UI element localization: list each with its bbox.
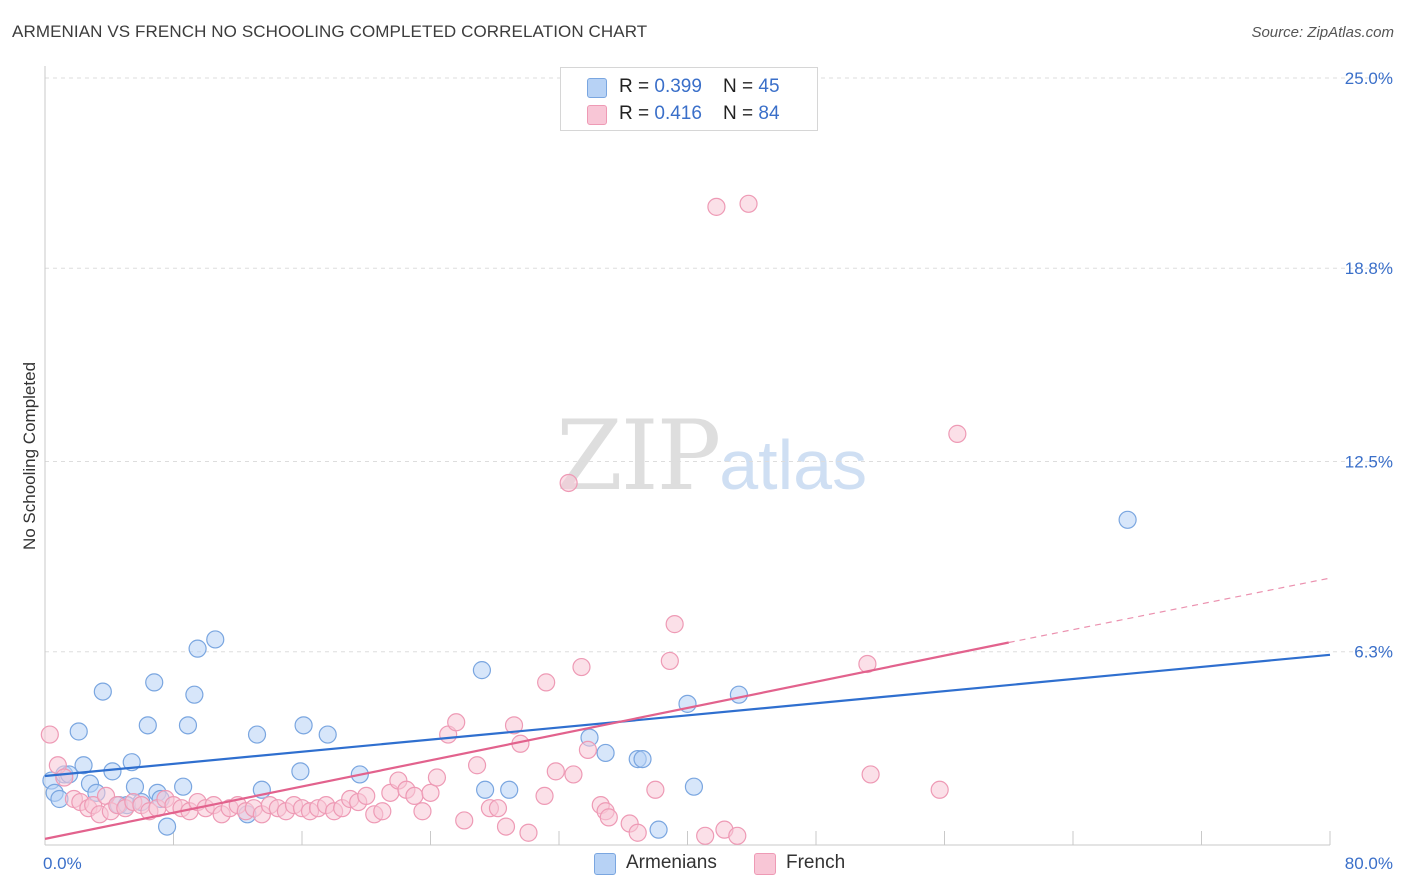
- legend-label-french: French: [786, 852, 846, 873]
- french-point: [373, 802, 392, 821]
- french-point: [504, 716, 524, 735]
- y-axis-label: No Schooling Completed: [20, 362, 39, 550]
- tick-labels: 6.3% 12.5% 18.8% 25.0% 0.0% 80.0%: [43, 69, 1393, 873]
- chart-title: ARMENIAN VS FRENCH NO SCHOOLING COMPLETE…: [12, 22, 648, 41]
- armenian-point: [633, 749, 652, 769]
- legend-label-armenians: Armenians: [626, 852, 717, 873]
- armenian-point: [476, 780, 495, 799]
- armenian-point: [247, 725, 267, 744]
- armenian-point: [138, 716, 157, 735]
- r-value: 0.416: [654, 103, 702, 124]
- french-point: [496, 817, 516, 836]
- french-point: [728, 826, 747, 845]
- armenian-point: [178, 716, 198, 735]
- legend-swatch-french: [754, 853, 776, 875]
- french-point: [405, 786, 424, 806]
- french-point: [537, 673, 556, 692]
- r-label: R =: [619, 103, 655, 124]
- legend-stats-french: R = 0.416 N = 84: [619, 103, 780, 125]
- french-point: [427, 768, 447, 787]
- y-tick-label: 6.3%: [1354, 643, 1393, 662]
- n-value: 45: [758, 76, 780, 97]
- points-layer: [40, 194, 1137, 845]
- armenian-point: [157, 817, 177, 836]
- french-point: [519, 823, 538, 842]
- armenian-point: [103, 762, 122, 781]
- watermark: ZIPatlas: [556, 400, 867, 512]
- french-point: [578, 740, 598, 759]
- armenian-point: [188, 639, 207, 658]
- axes: [44, 66, 1331, 846]
- armenian-point: [93, 682, 112, 701]
- grid: [45, 77, 1392, 653]
- french-point: [421, 783, 440, 802]
- french-point: [948, 424, 967, 443]
- armenian-point: [206, 630, 225, 649]
- armenian-point: [649, 820, 668, 839]
- armenian-point: [472, 661, 491, 680]
- armenian-point: [500, 780, 519, 799]
- correlation-legend: R = 0.399 N = 45 R = 0.416 N = 84: [560, 67, 818, 131]
- y-tick-label: 12.5%: [1345, 453, 1393, 472]
- legend-swatch-french: [587, 105, 607, 125]
- armenian-point: [74, 756, 93, 775]
- french-point: [707, 197, 726, 216]
- french-point: [413, 802, 432, 821]
- legend-stats-armenians: R = 0.399 N = 45: [619, 76, 780, 98]
- armenian-point: [185, 685, 204, 704]
- y-tick-label: 25.0%: [1345, 69, 1393, 88]
- armenian-point: [684, 777, 704, 796]
- french-point: [559, 473, 578, 493]
- legend-swatch-armenians: [594, 853, 616, 875]
- french-point: [696, 826, 715, 845]
- armenian-point: [69, 722, 88, 741]
- french-point: [646, 780, 665, 799]
- armenian-point: [729, 685, 749, 704]
- french-point: [488, 799, 508, 818]
- french-point: [40, 725, 59, 744]
- french-point: [564, 765, 583, 784]
- french-point: [660, 651, 679, 671]
- armenian-point: [596, 743, 615, 763]
- french-point: [546, 762, 565, 781]
- french-point: [357, 786, 376, 806]
- n-value: 84: [758, 103, 780, 124]
- y-tick-label: 18.8%: [1345, 259, 1393, 278]
- french-point: [572, 657, 591, 677]
- x-tick-label: 0.0%: [43, 854, 82, 873]
- french-point: [930, 780, 949, 799]
- french-point: [599, 808, 618, 827]
- french-trend-extension: [1008, 577, 1331, 644]
- french-point: [739, 194, 758, 213]
- armenian-point: [125, 777, 145, 796]
- x-tick-label: 80.0%: [1345, 854, 1393, 873]
- trend-lines: [44, 577, 1331, 840]
- french-point: [455, 811, 474, 830]
- n-label: N =: [723, 103, 759, 124]
- french-trend-line: [44, 641, 1009, 840]
- french-point: [861, 765, 880, 784]
- french-point: [447, 713, 466, 732]
- armenian-point: [174, 777, 193, 796]
- french-point: [628, 823, 647, 842]
- armenian-point: [294, 716, 313, 735]
- n-label: N =: [723, 76, 759, 97]
- r-value: 0.399: [654, 76, 702, 97]
- french-point: [55, 768, 74, 787]
- armenian-point: [1118, 510, 1137, 529]
- french-point: [467, 756, 487, 775]
- armenian-point: [145, 673, 164, 692]
- armenian-point: [291, 762, 310, 781]
- french-point: [665, 615, 684, 634]
- french-point: [858, 654, 877, 674]
- source-label: Source: ZipAtlas.com: [1251, 24, 1394, 41]
- r-label: R =: [619, 76, 655, 97]
- watermark-zip: ZIP: [556, 400, 721, 512]
- armenian-trend-line: [44, 653, 1331, 778]
- armenian-point: [318, 725, 337, 744]
- legend-swatch-armenians: [587, 78, 607, 98]
- watermark-atlas: atlas: [719, 426, 868, 504]
- french-point: [535, 786, 554, 806]
